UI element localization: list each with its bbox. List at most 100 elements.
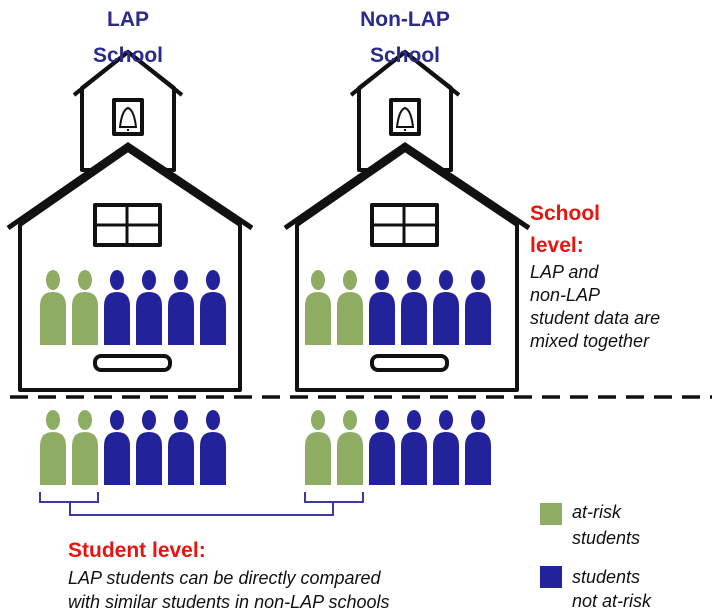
heading: School bbox=[530, 202, 600, 225]
head bbox=[142, 270, 156, 290]
description: with similar students in non-LAP schools bbox=[68, 592, 389, 612]
head bbox=[110, 270, 124, 290]
head bbox=[407, 410, 421, 430]
student-figure bbox=[200, 270, 226, 345]
head bbox=[439, 410, 453, 430]
body bbox=[136, 432, 162, 485]
head bbox=[78, 270, 92, 290]
school-name: School bbox=[370, 44, 440, 67]
step bbox=[370, 354, 449, 372]
head bbox=[375, 270, 389, 290]
body bbox=[305, 432, 331, 485]
body bbox=[168, 292, 194, 345]
head bbox=[46, 410, 60, 430]
roof-trim bbox=[6, 141, 254, 231]
student-figure bbox=[168, 270, 194, 345]
student-figure bbox=[433, 410, 459, 485]
body bbox=[401, 432, 427, 485]
body bbox=[72, 292, 98, 345]
student-figure bbox=[337, 410, 363, 485]
legend-swatch bbox=[540, 566, 562, 588]
legend-label: students bbox=[572, 528, 640, 548]
body bbox=[305, 292, 331, 345]
roof-trim bbox=[349, 49, 461, 97]
head bbox=[206, 410, 220, 430]
bell bbox=[118, 106, 138, 131]
body bbox=[465, 292, 491, 345]
head bbox=[375, 410, 389, 430]
schoolhouse bbox=[283, 49, 531, 392]
student-figure bbox=[168, 410, 194, 485]
body bbox=[433, 292, 459, 345]
head bbox=[343, 410, 357, 430]
body bbox=[433, 432, 459, 485]
head bbox=[206, 270, 220, 290]
student-figure bbox=[40, 270, 66, 345]
bell-window bbox=[112, 98, 144, 136]
body bbox=[369, 292, 395, 345]
description: student data are bbox=[530, 308, 660, 328]
roof-trim bbox=[283, 141, 531, 231]
student-figure bbox=[72, 410, 98, 485]
body bbox=[104, 292, 130, 345]
body bbox=[72, 432, 98, 485]
body bbox=[40, 432, 66, 485]
bell-window bbox=[389, 98, 421, 136]
step bbox=[93, 354, 172, 372]
description: mixed together bbox=[530, 331, 650, 351]
body bbox=[465, 432, 491, 485]
school-name: School bbox=[93, 44, 163, 67]
body bbox=[337, 432, 363, 485]
head bbox=[343, 270, 357, 290]
student-figure bbox=[136, 410, 162, 485]
school-name: LAP bbox=[107, 8, 149, 31]
student-figure bbox=[337, 270, 363, 345]
head bbox=[439, 270, 453, 290]
bell bbox=[395, 106, 415, 131]
body bbox=[200, 432, 226, 485]
head bbox=[471, 270, 485, 290]
body bbox=[104, 432, 130, 485]
student-figure bbox=[369, 270, 395, 345]
student-figure bbox=[433, 270, 459, 345]
roof-trim bbox=[72, 49, 184, 97]
head bbox=[142, 410, 156, 430]
student-figure bbox=[200, 410, 226, 485]
description: non-LAP bbox=[530, 285, 600, 305]
window-bars bbox=[372, 205, 437, 245]
school-name: Non-LAP bbox=[360, 8, 450, 31]
student-figure bbox=[72, 270, 98, 345]
comparison-bracket bbox=[39, 492, 364, 516]
heading: level: bbox=[530, 234, 584, 257]
student-figure bbox=[401, 410, 427, 485]
head bbox=[78, 410, 92, 430]
student-figure bbox=[305, 270, 331, 345]
legend-swatch bbox=[540, 503, 562, 525]
student-figure bbox=[104, 410, 130, 485]
head bbox=[46, 270, 60, 290]
student-figure bbox=[465, 270, 491, 345]
head bbox=[110, 410, 124, 430]
body bbox=[40, 292, 66, 345]
head bbox=[407, 270, 421, 290]
student-figure bbox=[104, 270, 130, 345]
student-figure bbox=[305, 410, 331, 485]
head bbox=[471, 410, 485, 430]
head bbox=[174, 270, 188, 290]
description: LAP students can be directly compared bbox=[68, 568, 381, 588]
body bbox=[337, 292, 363, 345]
legend-label: at-risk bbox=[572, 502, 622, 522]
student-figure bbox=[465, 410, 491, 485]
body bbox=[401, 292, 427, 345]
body bbox=[136, 292, 162, 345]
head bbox=[311, 410, 325, 430]
legend-label: not at-risk bbox=[572, 591, 652, 611]
body bbox=[200, 292, 226, 345]
student-figure bbox=[369, 410, 395, 485]
head bbox=[311, 270, 325, 290]
legend-label: students bbox=[572, 567, 640, 587]
description: LAP and bbox=[530, 262, 599, 282]
student-figure bbox=[40, 410, 66, 485]
student-figure bbox=[401, 270, 427, 345]
